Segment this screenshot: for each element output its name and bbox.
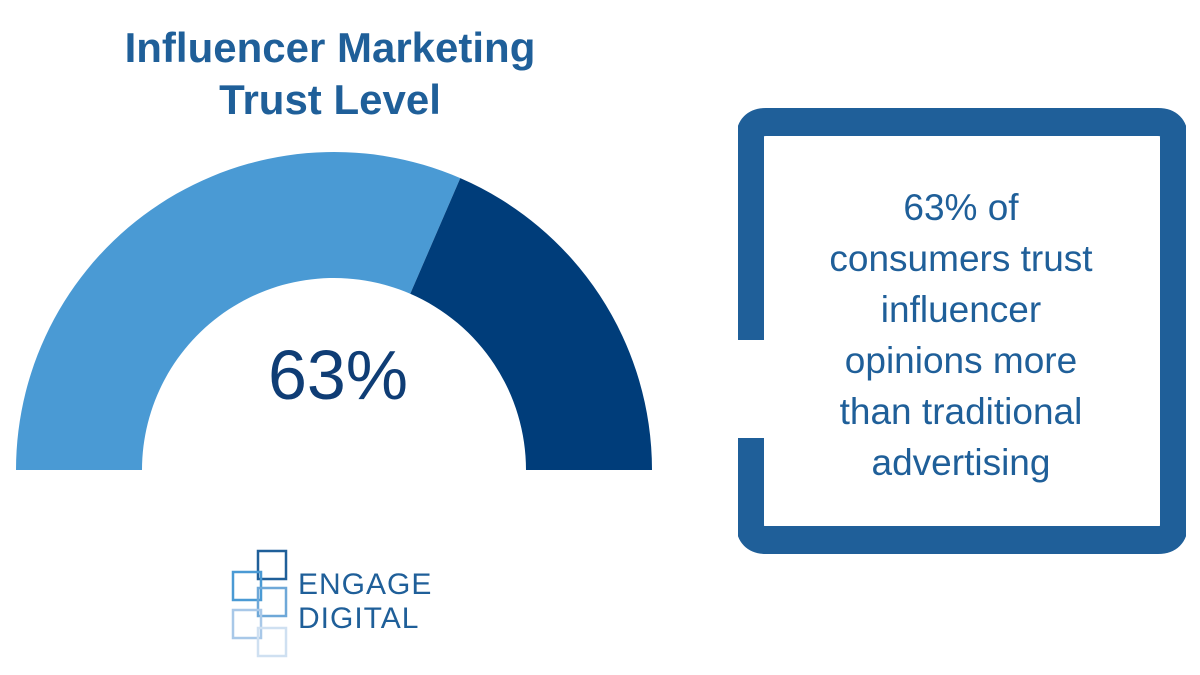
gauge-value-label: 63%: [267, 336, 409, 414]
trust-gauge: [16, 152, 652, 470]
logo-line-2: DIGITAL: [298, 602, 420, 635]
callout-bracket: [738, 108, 1186, 554]
logo-line-1: ENGAGE: [298, 568, 433, 601]
gauge-segment-remainder: [410, 178, 652, 470]
callout-line: than traditional: [839, 391, 1083, 432]
callout-line: advertising: [871, 442, 1051, 483]
chart-title: Influencer Marketing Trust Level: [40, 22, 620, 126]
title-line-2: Trust Level: [219, 76, 441, 123]
logo-wordmark: ENGAGE DIGITAL: [298, 568, 432, 636]
title-line-1: Influencer Marketing: [124, 24, 536, 71]
gauge-segment-trust: [16, 152, 461, 470]
callout-line: influencer: [880, 289, 1042, 330]
callout-line: 63% of: [903, 187, 1019, 228]
callout-line: consumers trust: [829, 238, 1093, 279]
callout-text: 63% of consumers trust influencer opinio…: [760, 182, 1162, 488]
engage-digital-logo: ENGAGE DIGITAL: [230, 548, 470, 668]
callout-line: opinions more: [844, 340, 1078, 381]
callout-frame: [738, 108, 1186, 554]
logo-squares-icon: [231, 549, 288, 658]
